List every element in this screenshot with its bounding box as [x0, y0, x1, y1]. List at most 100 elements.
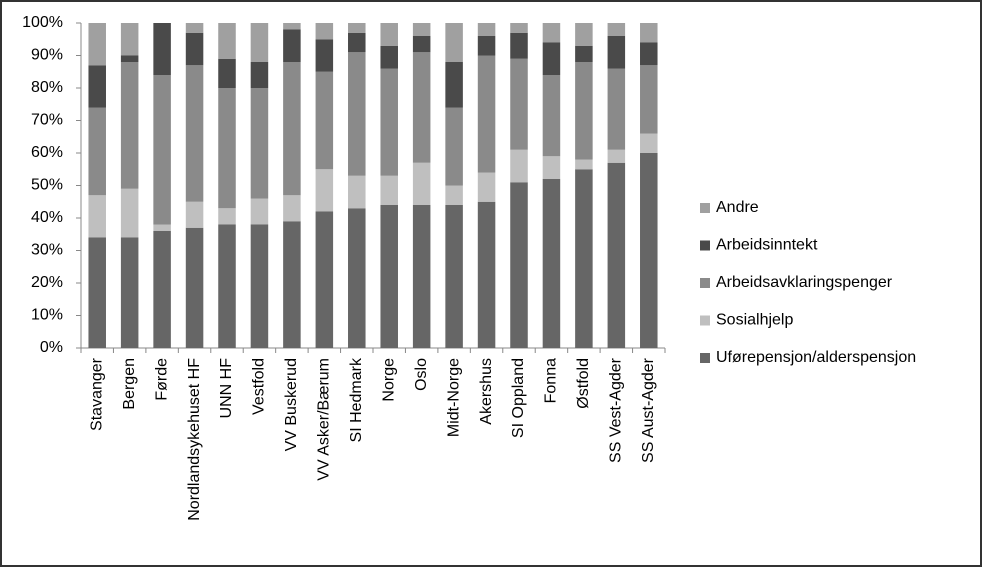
legend-swatch — [700, 278, 710, 288]
bar-segment — [445, 62, 463, 108]
y-tick-label: 40% — [31, 209, 63, 226]
bar-segment — [412, 52, 431, 163]
x-tick-label: Akershus — [478, 358, 495, 425]
bar-segment — [88, 23, 106, 66]
bar-segment — [315, 23, 334, 40]
legend-swatch — [700, 315, 710, 326]
bar-segment — [88, 65, 106, 108]
bar-segment — [640, 65, 658, 134]
bar-segment — [380, 45, 398, 69]
bar-segment — [348, 52, 366, 176]
bar-segment — [380, 205, 398, 348]
bar-segment — [348, 32, 366, 53]
bar-segment — [477, 36, 496, 56]
bar-segment — [445, 23, 463, 62]
y-tick-label: 10% — [31, 307, 63, 324]
bar-segment — [510, 58, 528, 150]
bar-segment — [185, 227, 204, 348]
bar-segment — [348, 208, 366, 348]
bar-segment — [445, 205, 463, 348]
bar-segment — [445, 107, 463, 186]
x-tick-label: Midt-Norge — [445, 358, 462, 437]
bar-segment — [218, 88, 236, 209]
bar-segment — [88, 107, 106, 196]
bar-segment — [510, 32, 528, 59]
x-tick-label: Vestfold — [251, 358, 268, 415]
bar-segment — [575, 159, 593, 170]
bar-segment — [542, 75, 561, 157]
bar-segment — [542, 23, 561, 43]
bar-segment — [283, 29, 301, 62]
bar-segment — [542, 156, 561, 179]
y-tick-label: 80% — [31, 79, 63, 96]
y-tick-label: 100% — [22, 14, 63, 31]
bar-segment — [575, 62, 593, 160]
legend-swatch — [700, 203, 710, 213]
bar-segment — [640, 42, 658, 66]
bar-segment — [218, 224, 236, 348]
bar-segment — [283, 221, 301, 348]
bar-segment — [120, 23, 139, 56]
bar-segment — [315, 169, 334, 212]
bar-segment — [185, 65, 204, 202]
bar-segment — [250, 23, 269, 62]
bar-segment — [153, 224, 171, 231]
legend-label: Andre — [716, 199, 759, 216]
x-tick-label: VV Buskerud — [283, 358, 300, 451]
bar-segment — [542, 179, 561, 348]
bar-segment — [412, 205, 431, 348]
x-tick-label: SI Hedmark — [348, 357, 365, 442]
x-tick-label: SI Oppland — [510, 358, 527, 438]
bar-segment — [120, 55, 139, 62]
bar-segment — [153, 231, 171, 348]
x-tick-label: Oslo — [413, 358, 430, 391]
bar-segment — [607, 162, 626, 348]
bar-segment — [510, 149, 528, 183]
bar-segment — [607, 149, 626, 163]
bar-segment — [218, 208, 236, 225]
bar-segment — [380, 68, 398, 176]
bar-segment — [445, 185, 463, 205]
bar-segment — [412, 36, 431, 53]
x-tick-label: SS Vest-Agder — [608, 357, 625, 463]
bar-segment — [607, 23, 626, 36]
x-tick-label: Fonna — [543, 358, 560, 403]
bar-segment — [575, 169, 593, 348]
bar-segment — [607, 36, 626, 69]
x-tick-label: SS Aust-Agder — [640, 357, 657, 463]
y-tick-label: 70% — [31, 112, 63, 129]
bar-segment — [510, 182, 528, 348]
bar-segment — [477, 201, 496, 348]
y-tick-label: 30% — [31, 242, 63, 259]
y-tick-label: 60% — [31, 144, 63, 161]
y-tick-label: 20% — [31, 274, 63, 291]
bar-segment — [250, 88, 269, 199]
bar-segment — [380, 23, 398, 46]
x-tick-label: VV Asker/Bærum — [316, 358, 333, 481]
bar-segment — [607, 68, 626, 150]
bar-segment — [218, 58, 236, 88]
bar-segment — [575, 23, 593, 46]
bar-segment — [640, 23, 658, 43]
x-tick-label: Østfold — [575, 358, 592, 409]
bar-segment — [185, 32, 204, 66]
bar-segment — [185, 23, 204, 33]
bar-segment — [283, 23, 301, 30]
x-tick-label: UNN HF — [218, 358, 235, 419]
bar-segment — [640, 133, 658, 153]
legend-label: Arbeidsinntekt — [716, 237, 818, 254]
x-tick-label: Stavanger — [88, 357, 105, 431]
bar-segment — [88, 195, 106, 238]
legend-label: Sosialhjelp — [716, 312, 793, 329]
bar-segment — [185, 201, 204, 228]
bar-segment — [250, 198, 269, 225]
bar-segment — [575, 45, 593, 62]
bar-segment — [250, 224, 269, 348]
bar-segment — [477, 172, 496, 202]
bar-segment — [510, 23, 528, 33]
bar-segment — [283, 195, 301, 222]
bar-segment — [120, 62, 139, 189]
bar-segment — [348, 23, 366, 33]
x-tick-label: Bergen — [121, 358, 138, 410]
